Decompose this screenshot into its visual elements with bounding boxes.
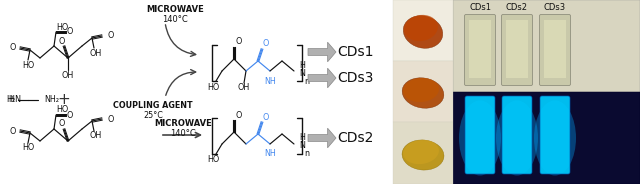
Polygon shape bbox=[308, 128, 336, 148]
FancyBboxPatch shape bbox=[540, 15, 570, 86]
Text: 140°C: 140°C bbox=[162, 15, 188, 24]
Text: CDs2: CDs2 bbox=[506, 3, 528, 13]
Ellipse shape bbox=[534, 100, 576, 176]
Ellipse shape bbox=[496, 100, 538, 176]
Text: NH: NH bbox=[264, 77, 276, 86]
Text: O: O bbox=[107, 31, 113, 40]
FancyBboxPatch shape bbox=[506, 20, 528, 78]
Text: CDs3: CDs3 bbox=[337, 71, 373, 85]
Text: H: H bbox=[299, 61, 305, 70]
Text: O: O bbox=[263, 40, 269, 49]
Text: O: O bbox=[59, 36, 65, 45]
Text: CDs2: CDs2 bbox=[337, 131, 373, 145]
Text: n: n bbox=[305, 149, 310, 158]
FancyBboxPatch shape bbox=[502, 96, 532, 174]
FancyBboxPatch shape bbox=[469, 20, 491, 78]
Ellipse shape bbox=[402, 140, 444, 170]
FancyBboxPatch shape bbox=[393, 0, 453, 61]
Text: N: N bbox=[299, 141, 305, 151]
FancyBboxPatch shape bbox=[393, 122, 453, 184]
Polygon shape bbox=[308, 42, 336, 62]
Text: OH: OH bbox=[90, 49, 102, 57]
Text: O: O bbox=[10, 43, 16, 52]
Text: O: O bbox=[67, 111, 73, 119]
Ellipse shape bbox=[403, 16, 443, 48]
Text: H: H bbox=[299, 134, 305, 142]
Text: 140°C: 140°C bbox=[170, 128, 196, 137]
Text: n: n bbox=[305, 77, 310, 86]
Text: OH: OH bbox=[238, 84, 250, 93]
Text: MICROWAVE: MICROWAVE bbox=[146, 6, 204, 15]
Text: H₂N: H₂N bbox=[6, 95, 21, 105]
Text: OH: OH bbox=[62, 70, 74, 79]
FancyBboxPatch shape bbox=[453, 0, 640, 92]
Text: O: O bbox=[263, 112, 269, 121]
Text: HO: HO bbox=[56, 105, 68, 114]
Text: COUPLING AGENT: COUPLING AGENT bbox=[113, 102, 193, 111]
Text: O: O bbox=[67, 27, 73, 36]
Text: HO: HO bbox=[207, 155, 219, 164]
Text: O: O bbox=[107, 114, 113, 123]
Text: HO: HO bbox=[22, 61, 34, 70]
Text: HO: HO bbox=[207, 82, 219, 91]
Text: +: + bbox=[58, 93, 70, 107]
FancyBboxPatch shape bbox=[453, 92, 640, 184]
Ellipse shape bbox=[403, 140, 439, 164]
Text: 25°C: 25°C bbox=[143, 111, 163, 119]
Text: NH₂: NH₂ bbox=[44, 95, 59, 105]
Text: O: O bbox=[236, 38, 242, 47]
Text: ₂: ₂ bbox=[11, 95, 13, 100]
Text: CDs1: CDs1 bbox=[337, 45, 373, 59]
Text: OH: OH bbox=[90, 132, 102, 141]
FancyBboxPatch shape bbox=[465, 15, 495, 86]
Text: CDs1: CDs1 bbox=[469, 3, 491, 13]
Text: O: O bbox=[59, 119, 65, 128]
Text: H: H bbox=[8, 95, 14, 105]
Text: HO: HO bbox=[22, 144, 34, 153]
FancyBboxPatch shape bbox=[393, 61, 453, 122]
Text: N: N bbox=[299, 68, 305, 77]
Text: CDs3: CDs3 bbox=[544, 3, 566, 13]
FancyBboxPatch shape bbox=[540, 96, 570, 174]
FancyBboxPatch shape bbox=[544, 20, 566, 78]
Text: O: O bbox=[236, 111, 242, 119]
Text: NH: NH bbox=[264, 149, 276, 158]
Ellipse shape bbox=[402, 78, 444, 108]
Text: HO: HO bbox=[56, 22, 68, 31]
FancyBboxPatch shape bbox=[502, 15, 532, 86]
FancyBboxPatch shape bbox=[465, 96, 495, 174]
Ellipse shape bbox=[403, 78, 439, 102]
Polygon shape bbox=[308, 68, 336, 88]
Ellipse shape bbox=[404, 15, 438, 41]
Ellipse shape bbox=[459, 100, 501, 176]
Text: O: O bbox=[10, 127, 16, 135]
Text: MICROWAVE: MICROWAVE bbox=[154, 119, 212, 128]
